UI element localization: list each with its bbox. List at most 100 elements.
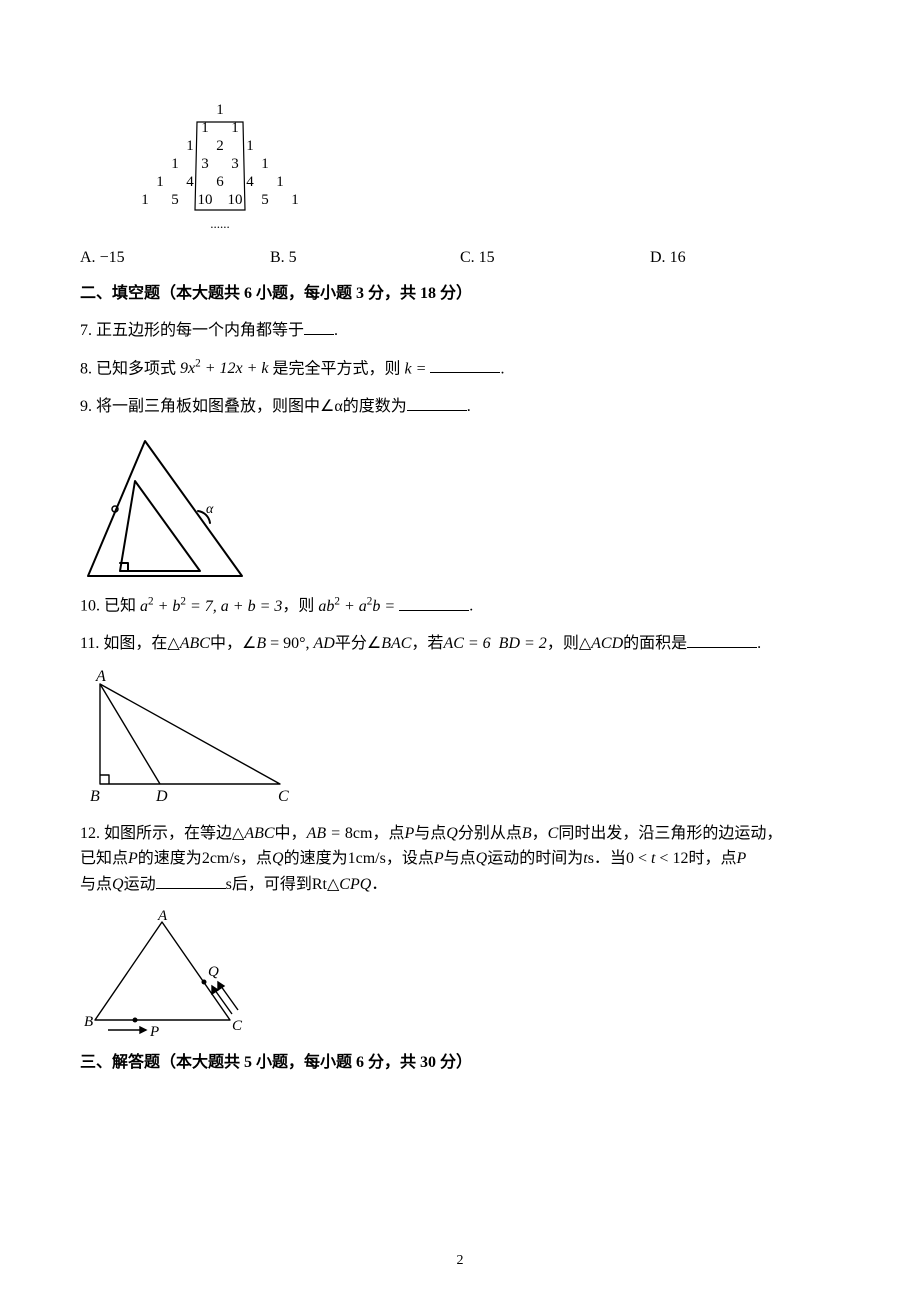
q11-svg: A B D C [80,669,300,809]
q8-pre: 已知多项式 [96,360,176,377]
q11-mid3: ，若 [411,635,443,652]
q12-l2c: ，点 [240,850,272,867]
svg-text:1: 1 [276,174,284,190]
q10-blank [399,594,469,611]
alpha-label: α [206,502,214,517]
q12-l3a: 与点 [80,876,112,893]
q8-var: k = [405,360,431,377]
q9-pre: 将一副三角板如图叠放，则图中 [96,398,320,415]
q10-cond: a2 + b2 = 7, a + b = 3 [140,598,282,615]
q12-mid4: 分别从点 [458,825,522,842]
q12-num: 12. [80,825,100,842]
q11-mid4: ，则 [547,635,579,652]
q12-svg: A B C P Q [80,910,250,1040]
q8: 8. 已知多项式 9x2 + 12x + k 是完全平方式，则 k = . [80,356,840,382]
q12-l2b: 的速度为 [138,850,202,867]
q11-post: 的面积是 [623,635,687,652]
q11-figure: A B D C [80,669,840,809]
q12-P: P [404,825,414,842]
svg-text:1: 1 [186,138,194,154]
q8-mid: 是完全平方式，则 [273,360,401,377]
svg-text:10: 10 [198,192,213,208]
q11-angle2: ∠BAC [367,635,412,652]
q12-P4: P [736,850,746,867]
svg-text:5: 5 [261,192,269,208]
q12-l2f: 与点 [444,850,476,867]
svg-text:1: 1 [141,192,149,208]
q11-mid1: 中， [210,635,242,652]
q12-P-label: P [149,1024,159,1040]
q11-pre: 如图，在 [103,635,167,652]
svg-text:1: 1 [246,138,254,154]
q9-angle: ∠α [320,398,343,415]
q11: 11. 如图，在△ABC中，∠B = 90°, AD平分∠BAC，若AC = 6… [80,631,840,657]
svg-text:1: 1 [216,102,224,118]
section3-header: 三、解答题（本大题共 5 小题，每小题 6 分，共 30 分） [80,1050,840,1076]
q12-Q: Q [446,825,458,842]
q12-Q3: Q [476,850,488,867]
option-c-value: 15 [479,249,495,266]
q12-l2a: 已知点 [80,850,128,867]
q12-pre: 如图所示，在等边 [104,825,232,842]
q12-B: B [522,825,532,842]
q9-svg: α [80,431,250,581]
pascal-svg: 11112113311464115101051...... [80,100,340,235]
q12-tri: △ABC [232,825,275,842]
q8-blank [430,356,500,373]
pascal-triangle-figure: 11112113311464115101051...... [80,100,840,235]
q8-expr: 9x2 + 12x + k [180,360,269,377]
q12-l2h: ．当 [594,850,626,867]
svg-text:3: 3 [201,156,209,172]
q6-options: A. −15 B. 5 C. 15 D. 16 [80,245,840,271]
q12-Q-label: Q [208,964,219,980]
q9-figure: α [80,431,840,581]
svg-text:5: 5 [171,192,179,208]
q10-pre: 已知 [104,598,136,615]
svg-text:1: 1 [171,156,179,172]
q12-mid3: 与点 [414,825,446,842]
svg-text:4: 4 [186,174,194,190]
q9-blank [407,394,467,411]
q11-A: A [95,669,106,685]
q12-B-label: B [84,1014,93,1030]
q10: 10. 已知 a2 + b2 = 7, a + b = 3，则 ab2 + a2… [80,593,840,619]
q12-speedP: 2cm/s [202,850,240,867]
q12-l2i: 时，点 [688,850,736,867]
q8-suffix: . [500,360,504,377]
svg-text:6: 6 [216,174,224,190]
option-a: A. −15 [80,245,270,271]
q12-mid1: 中， [275,825,307,842]
q12-l3b: 运动 [124,876,156,893]
option-d: D. 16 [650,245,840,271]
q12-t: ts [583,850,594,867]
q12-comma: ， [532,825,548,842]
q12-range: 0 < t < 12 [626,850,689,867]
q12-mid2: ，点 [372,825,404,842]
q12-A-label: A [157,910,168,924]
q12-Q4: Q [112,876,124,893]
q7-suffix: . [334,322,338,339]
q7-text: 正五边形的每一个内角都等于 [96,322,304,339]
option-c-label: C. [460,249,475,266]
q10-mid: ，则 [282,598,314,615]
svg-text:4: 4 [246,174,254,190]
q11-target: △ACD [579,635,623,652]
q11-angle: ∠B = 90°, AD [242,635,335,652]
q10-suffix: . [469,598,473,615]
option-b-value: 5 [289,249,297,266]
option-c: C. 15 [460,245,650,271]
option-b-label: B. [270,249,285,266]
q12-rt: Rt△CPQ [312,876,371,893]
q7: 7. 正五边形的每一个内角都等于. [80,318,840,344]
svg-text:1: 1 [156,174,164,190]
page-number: 2 [0,1250,920,1272]
svg-text:......: ...... [210,216,230,231]
q10-expr: ab2 + a2b = [318,598,399,615]
q12-l2d: 的速度为 [284,850,348,867]
svg-text:3: 3 [231,156,239,172]
q11-C: C [278,788,289,805]
q12-C: C [548,825,559,842]
q12-suffix: ． [371,876,387,893]
q11-cond: AC = 6 BD = 2 [443,635,546,652]
q12-l2e: ，设点 [386,850,434,867]
